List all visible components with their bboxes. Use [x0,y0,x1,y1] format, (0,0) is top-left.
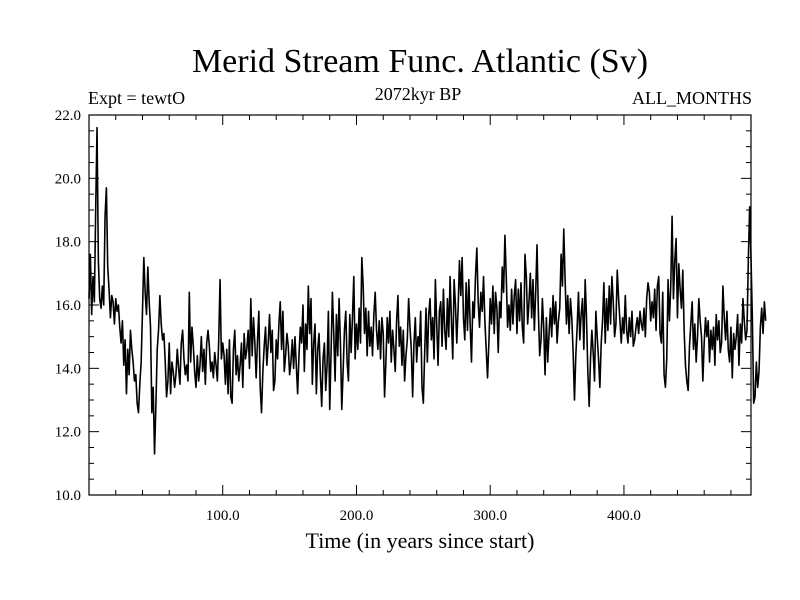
y-tick-label: 10.0 [55,488,81,504]
series-line [88,126,767,455]
y-tick-label: 14.0 [55,361,81,377]
x-tick-label: 100.0 [206,508,240,524]
y-tick-label: 18.0 [55,235,81,251]
x-tick-label: 300.0 [473,508,507,524]
chart-title: Merid Stream Func. Atlantic (Sv) [192,43,648,80]
subtitle-right: ALL_MONTHS [632,88,752,108]
y-tick-label: 16.0 [55,298,81,314]
axis-ticks [89,115,751,495]
x-tick-label: 200.0 [340,508,374,524]
subtitle-left: Expt = tewtO [88,88,185,108]
x-tick-label: 400.0 [607,508,641,524]
subtitle-center: 2072kyr BP [375,84,462,104]
y-tick-label: 22.0 [55,108,81,124]
y-tick-label: 12.0 [55,425,81,441]
axis-tick-labels: 100.0 200.0 300.0 400.0 10.0 12.0 14.0 16.0 18.0… [55,108,641,524]
y-tick-label: 20.0 [55,171,81,187]
plot-area: 100.0 200.0 300.0 400.0 10.0 12.0 14.0 16.0 18.0… [55,108,767,524]
x-axis-label: Time (in years since start) [306,528,535,553]
